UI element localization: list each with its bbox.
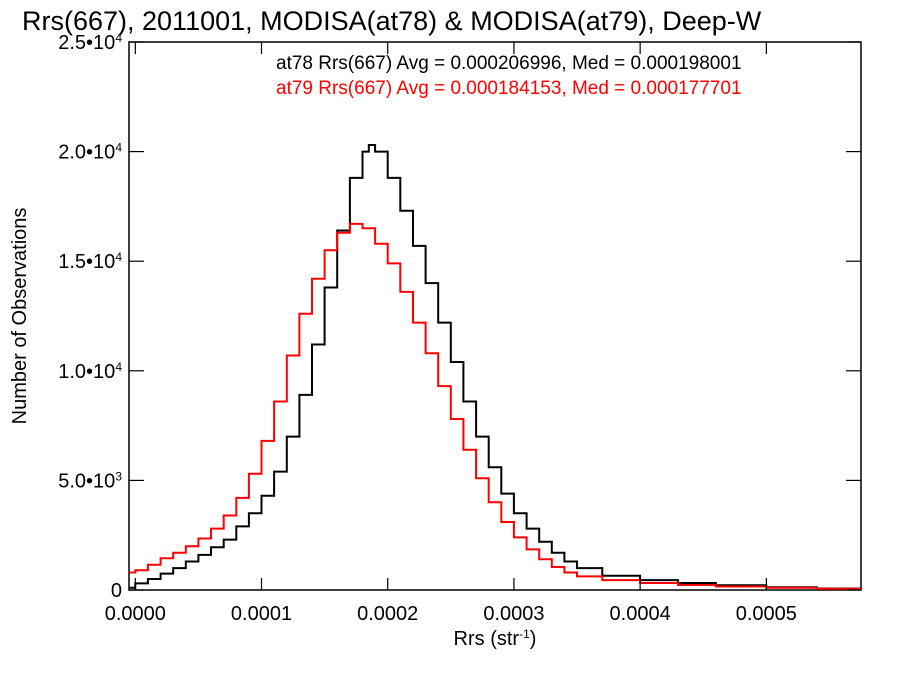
y-tick-label: 5.0•103 [58,469,122,492]
x-tick-label: 0.0003 [483,603,544,625]
x-axis-label-close: ) [530,628,537,650]
x-tick-label: 0.0002 [357,603,418,625]
series-layer [129,144,862,590]
legend-entry-2: at79 Rrs(667) Avg = 0.000184153, Med = 0… [276,78,742,99]
x-axis-label: Rrs (str-1) [454,627,537,650]
x-tick-label: 0.0000 [105,603,166,625]
legend: at78 Rrs(667) Avg = 0.000206996, Med = 0… [276,53,742,99]
y-tick-label: 2.5•104 [58,31,122,54]
x-axis-label-exponent: -1 [519,627,530,641]
axis-ticks: 0.0000 0.0001 0.0002 0.0003 0.0004 0.0005 0 5.0… [58,31,861,625]
y-tick-label: 1.5•104 [58,250,122,273]
plot-frame [128,41,862,591]
y-tick-label: 0 [111,580,122,602]
y-tick-label: 1.0•104 [58,360,122,383]
legend-entry-1: at78 Rrs(667) Avg = 0.000206996, Med = 0… [276,53,742,74]
x-tick-label: 0.0001 [231,603,292,625]
chart-title: Rrs(667), 2011001, MODISA(at78) & MODISA… [22,6,762,36]
series-line-2 [129,222,862,590]
series-line-1 [129,144,862,590]
y-tick-label: 2.0•104 [58,141,122,164]
x-tick-label: 0.0005 [736,603,797,625]
x-tick-label: 0.0004 [610,603,671,625]
x-axis-label-base: Rrs (str [454,628,520,650]
y-axis-label: Number of Observations [9,208,31,425]
